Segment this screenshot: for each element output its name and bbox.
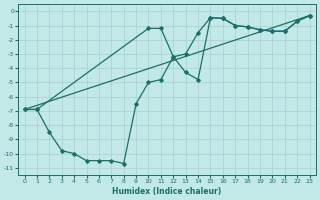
X-axis label: Humidex (Indice chaleur): Humidex (Indice chaleur): [112, 187, 222, 196]
